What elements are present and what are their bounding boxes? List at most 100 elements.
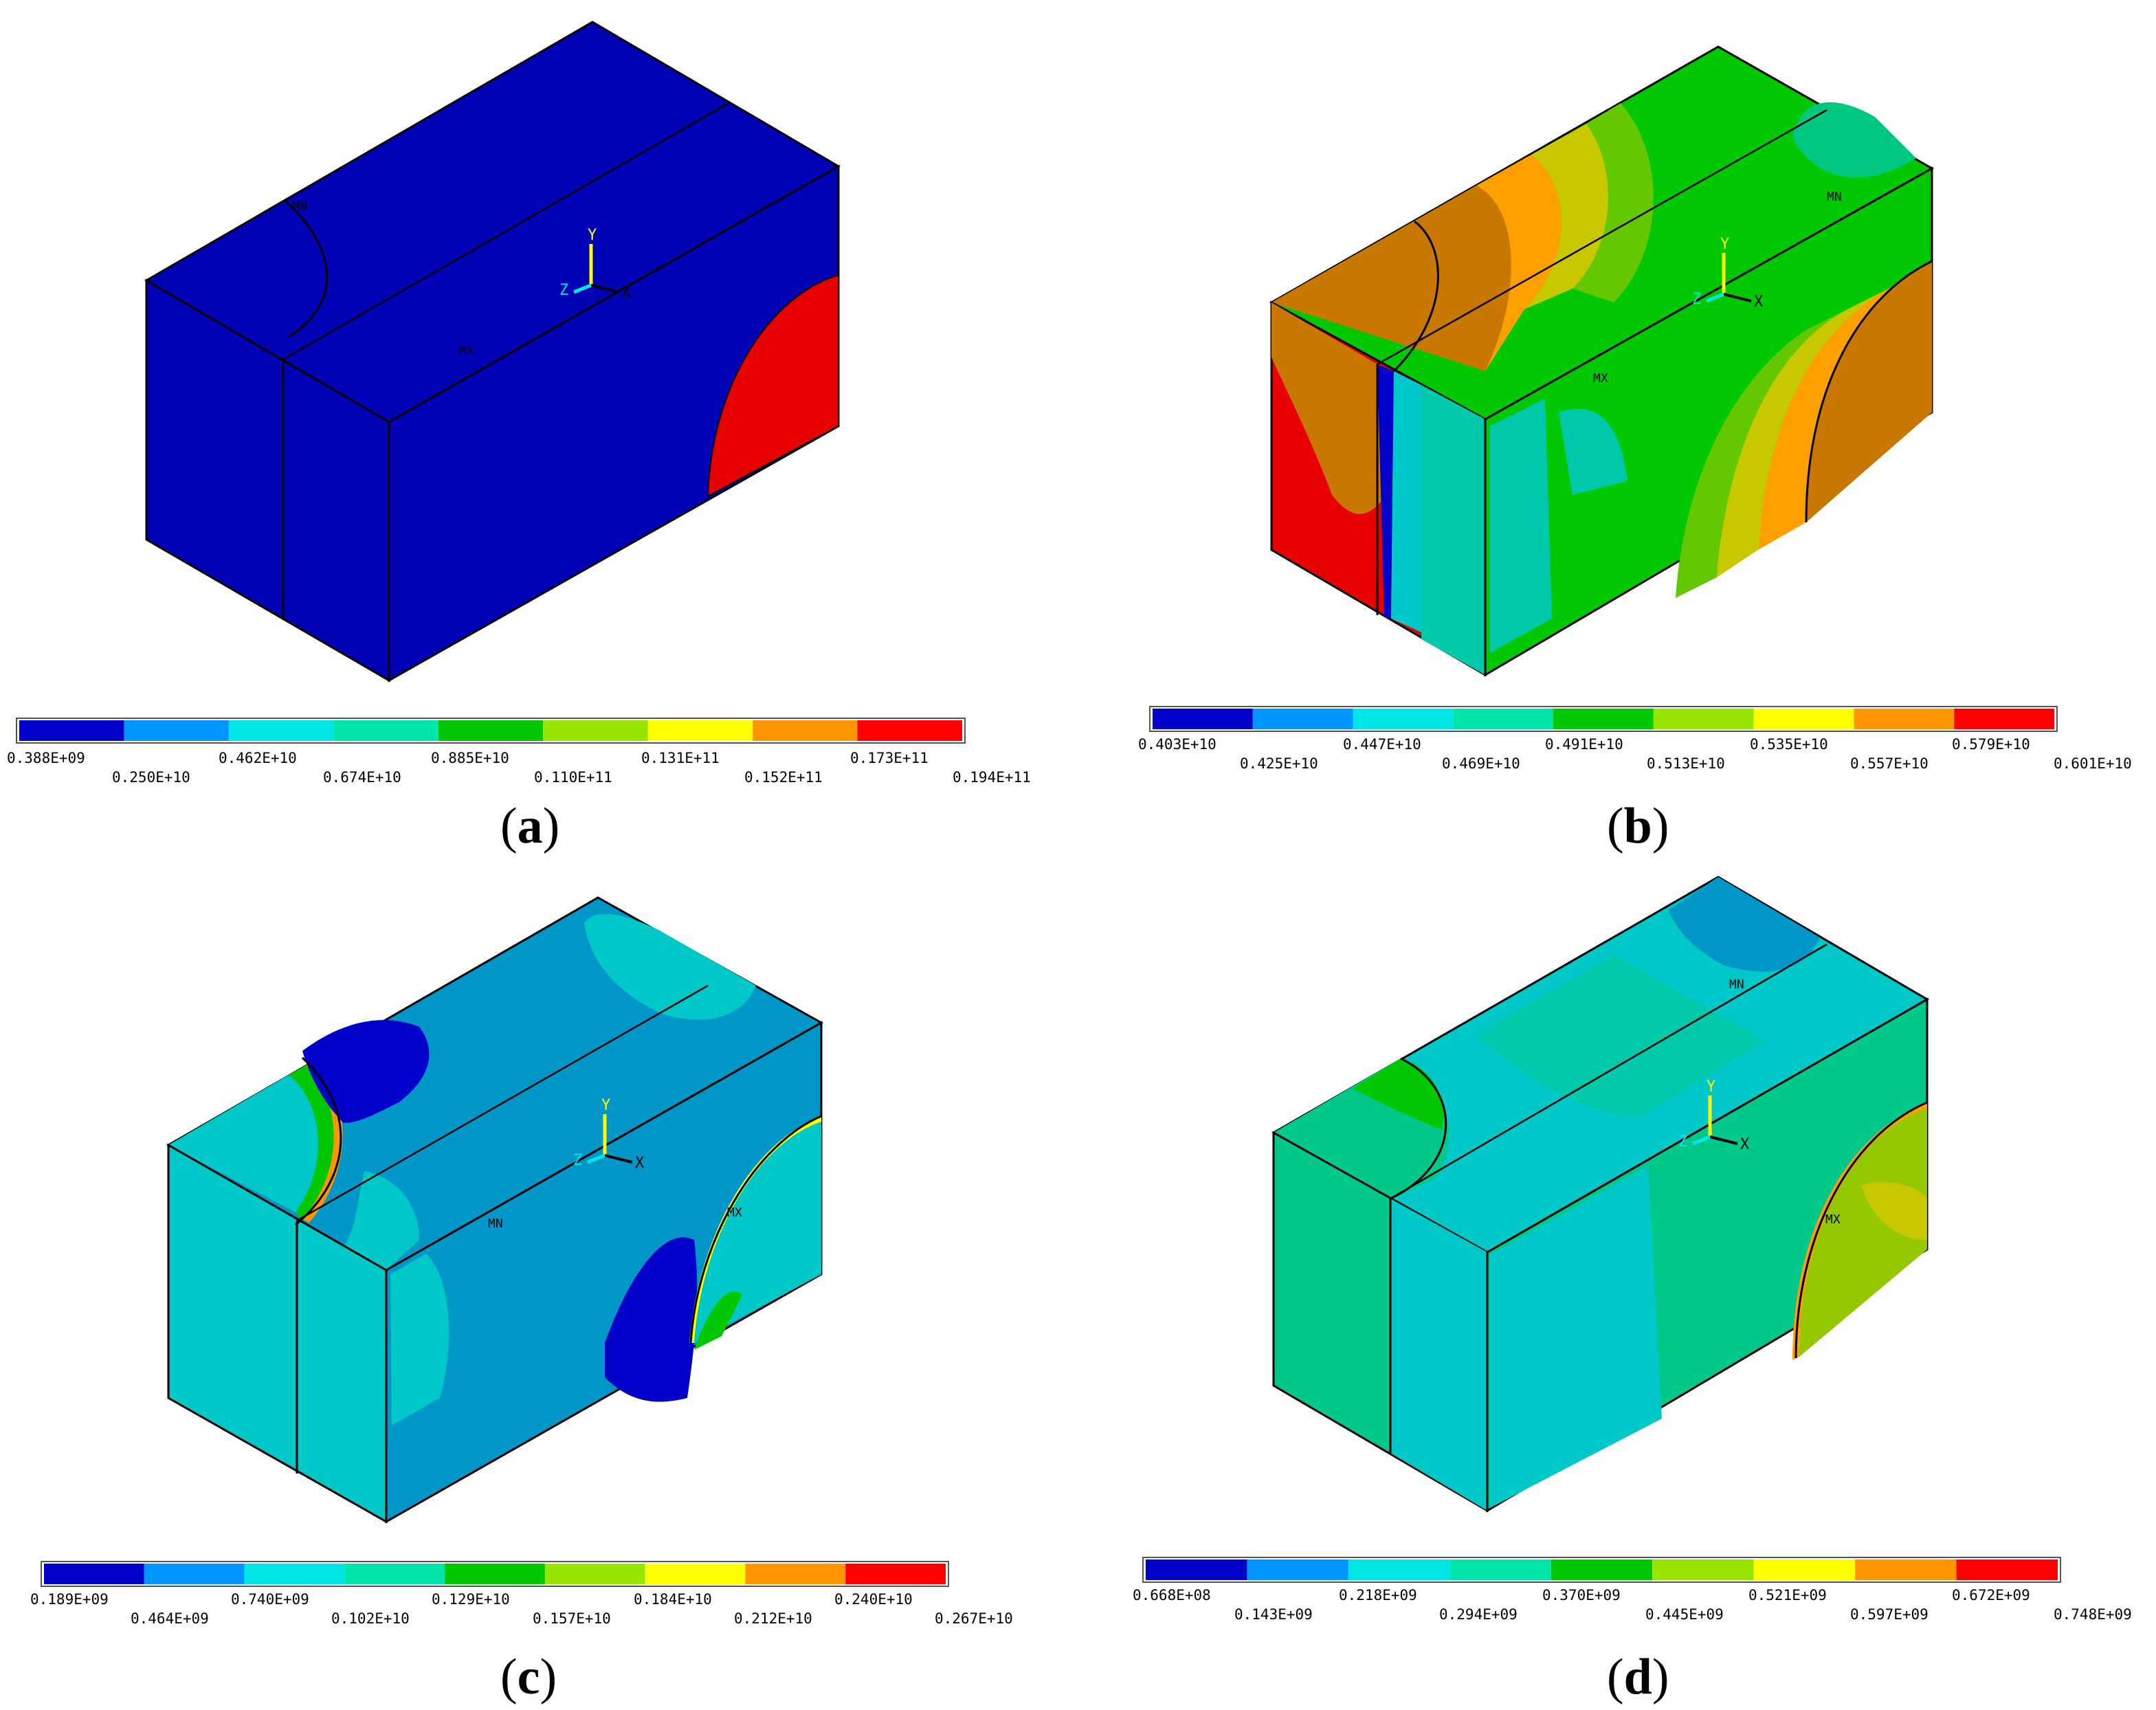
contour-region: [1559, 408, 1627, 495]
caption-a: (a): [500, 798, 560, 854]
legend-swatch: [19, 720, 124, 741]
legend-label: 0.462E+10: [219, 750, 297, 766]
legend-swatch: [244, 1564, 345, 1584]
legend-label: 0.388E+09: [7, 750, 85, 766]
legend-label: 0.535E+10: [1750, 736, 1828, 753]
contour-region: [694, 1116, 821, 1343]
quarter-arc: [1390, 1057, 1447, 1200]
legend-label: 0.885E+10: [431, 750, 509, 766]
legend-label: 0.184E+10: [634, 1591, 712, 1608]
legend-label: 0.131E+11: [641, 750, 720, 766]
legend-swatch: [857, 720, 962, 741]
legend-swatch: [1553, 709, 1654, 729]
legend-label: 0.674E+10: [323, 769, 401, 786]
legend-swatch: [845, 1564, 946, 1584]
contour-region-max: [707, 274, 839, 498]
legend-swatch: [1954, 709, 2054, 729]
contour-region: [1377, 364, 1394, 619]
legend-swatch: [1252, 709, 1353, 729]
legend-label: 0.748E+09: [2054, 1606, 2132, 1623]
axis-triad-icon: Y X Z: [1678, 1078, 1750, 1153]
legend-swatch: [1855, 1559, 1957, 1580]
svg-text:Z: Z: [573, 1152, 582, 1169]
legend-label: 0.240E+10: [834, 1591, 913, 1608]
mn-marker: MN: [488, 1217, 503, 1231]
legend-label: 0.152E+11: [744, 769, 823, 786]
svg-text:Y: Y: [1707, 1078, 1715, 1096]
legend-swatch: [1153, 709, 1253, 729]
mn-marker: MN: [1729, 977, 1744, 992]
contour-region: [168, 1075, 318, 1212]
legend-swatch: [1453, 709, 1554, 729]
legend-label: 0.110E+11: [534, 769, 612, 786]
quarter-arc: [295, 1056, 342, 1226]
contour-region: [1390, 1199, 1487, 1511]
contour-region: [289, 1065, 334, 1219]
legend-label: 0.267E+10: [935, 1610, 1013, 1627]
legend-label: 0.129E+10: [432, 1591, 510, 1608]
legend-label: 0.189E+09: [30, 1591, 109, 1608]
legend-label: 0.143E+09: [1234, 1606, 1313, 1623]
contour-region: [1476, 955, 1765, 1116]
legend-label: 0.464E+09: [131, 1610, 209, 1627]
legend-swatches: [1146, 1559, 2058, 1580]
legend-swatch: [124, 720, 229, 741]
legend-label: 0.250E+10: [112, 769, 190, 786]
legend-label: 0.668E+08: [1133, 1587, 1211, 1603]
contour-region: [1669, 877, 1820, 972]
mn-marker: MN: [292, 199, 307, 214]
legend-label: 0.740E+09: [231, 1591, 309, 1608]
contour-region: [1806, 261, 1932, 522]
contour-region: [390, 1254, 449, 1425]
legend-label: 0.557E+10: [1850, 755, 1929, 772]
quarter-arc: [1794, 1101, 1928, 1359]
contour-plot-d: MN MX Y X Z 0.668E+08 0.218E+09 0.370E+0…: [1133, 876, 2132, 1623]
svg-text:Z: Z: [1678, 1133, 1687, 1151]
mn-marker: MN: [1827, 190, 1842, 204]
legend-swatch: [1956, 1559, 2058, 1580]
svg-text:X: X: [621, 285, 631, 302]
legend-swatch: [1247, 1559, 1348, 1580]
contour-region: [1861, 1182, 1927, 1240]
mid-line: [296, 984, 709, 1222]
caption-d: (d): [1607, 1649, 1669, 1705]
contour-region: [302, 1020, 430, 1123]
legend-swatch: [44, 1564, 144, 1584]
svg-text:Z: Z: [559, 282, 568, 299]
legend-label: 0.218E+09: [1339, 1587, 1417, 1603]
contour-region: [1271, 186, 1511, 371]
contour-plot-b: MN MX Y X Z 0.403E+10 0.447E+10 0.491E+1…: [1138, 45, 2132, 772]
legend-swatch: [228, 720, 334, 741]
legend-swatch: [544, 1564, 645, 1584]
legend-swatch: [333, 720, 438, 741]
mx-marker: MX: [1825, 1212, 1841, 1227]
axis-triad-icon: Y X Z: [1692, 236, 1764, 311]
svg-text:Y: Y: [1720, 236, 1729, 253]
legend-label: 0.601E+10: [2054, 755, 2132, 772]
quarter-arc: [284, 199, 329, 338]
contour-plot-c: MN MX Y X Z 0.189E+09 0.740E+09 0.129E+1…: [30, 896, 1013, 1627]
contour-region: [605, 1237, 698, 1402]
contour-region: [1353, 1058, 1444, 1130]
mid-line: [1377, 109, 1827, 366]
contour-region: [1490, 399, 1552, 653]
mx-marker: MX: [459, 344, 474, 358]
legend-label: 0.579E+10: [1952, 736, 2030, 753]
panel-c: MN MX Y X Z 0.189E+09 0.740E+09 0.129E+1…: [0, 855, 1078, 1710]
legend-swatch: [438, 720, 544, 741]
color-legend: 0.189E+09 0.740E+09 0.129E+10 0.184E+10 …: [30, 1561, 1013, 1627]
legend-label: 0.194E+11: [953, 769, 1031, 786]
legend-swatch: [1348, 1559, 1450, 1580]
mid-line: [282, 102, 729, 361]
contour-region: [1524, 124, 1609, 309]
legend-swatch: [543, 720, 648, 741]
contour-region: [1676, 309, 1847, 598]
contour-region: [1391, 371, 1421, 632]
quarter-arc: [1392, 220, 1439, 373]
svg-text:Y: Y: [588, 227, 597, 244]
legend-label: 0.425E+10: [1240, 755, 1318, 772]
legend-label: 0.521E+09: [1748, 1587, 1827, 1603]
legend-label: 0.491E+10: [1545, 736, 1623, 753]
svg-text:Z: Z: [1692, 291, 1701, 308]
caption-c: (c): [500, 1649, 557, 1705]
